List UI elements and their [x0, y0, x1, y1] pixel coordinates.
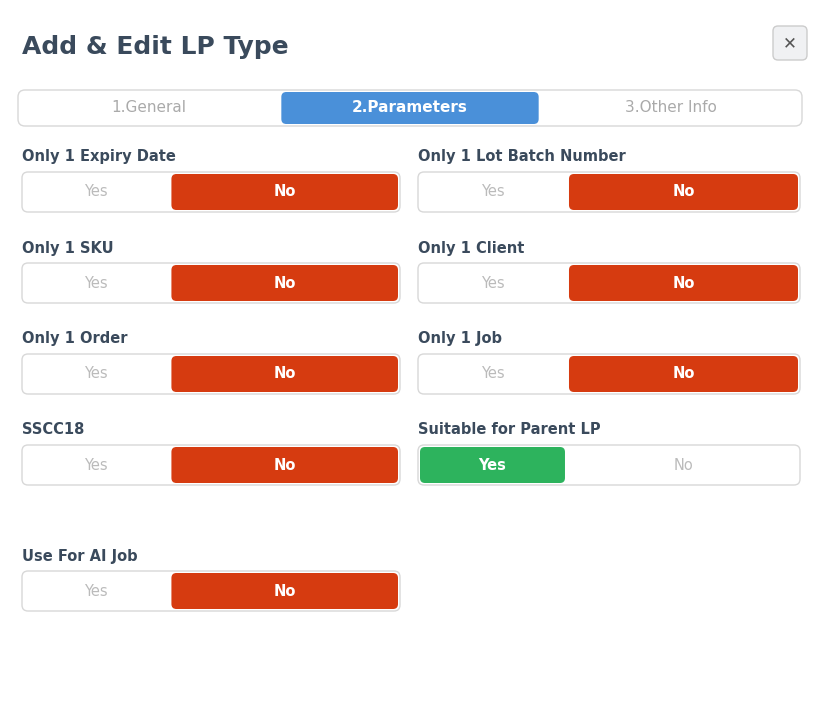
Text: 3.Other Info: 3.Other Info	[625, 101, 717, 116]
Text: No: No	[672, 458, 693, 473]
FancyBboxPatch shape	[171, 447, 397, 483]
FancyBboxPatch shape	[568, 356, 797, 392]
FancyBboxPatch shape	[171, 573, 397, 609]
FancyBboxPatch shape	[418, 445, 799, 485]
FancyBboxPatch shape	[22, 445, 400, 485]
Text: Only 1 Job: Only 1 Job	[418, 331, 501, 346]
FancyBboxPatch shape	[171, 174, 397, 210]
Text: Yes: Yes	[84, 184, 107, 199]
Text: Only 1 Client: Only 1 Client	[418, 241, 523, 256]
Text: No: No	[672, 184, 694, 199]
Text: Only 1 Expiry Date: Only 1 Expiry Date	[22, 149, 175, 164]
Text: Yes: Yes	[84, 366, 107, 381]
Text: No: No	[672, 366, 694, 381]
FancyBboxPatch shape	[22, 354, 400, 394]
FancyBboxPatch shape	[171, 265, 397, 301]
FancyBboxPatch shape	[171, 356, 397, 392]
Text: No: No	[274, 366, 296, 381]
Text: 1.General: 1.General	[111, 101, 186, 116]
Text: Use For AI Job: Use For AI Job	[22, 548, 138, 563]
Text: Add & Edit LP Type: Add & Edit LP Type	[22, 35, 288, 59]
FancyBboxPatch shape	[22, 263, 400, 303]
Text: Yes: Yes	[84, 458, 107, 473]
FancyBboxPatch shape	[418, 263, 799, 303]
FancyBboxPatch shape	[419, 447, 564, 483]
Text: Yes: Yes	[480, 184, 504, 199]
FancyBboxPatch shape	[772, 26, 806, 60]
Text: No: No	[274, 184, 296, 199]
Text: ✕: ✕	[782, 34, 796, 52]
FancyBboxPatch shape	[18, 90, 801, 126]
FancyBboxPatch shape	[418, 172, 799, 212]
Text: SSCC18: SSCC18	[22, 423, 84, 438]
Text: 2.Parameters: 2.Parameters	[351, 101, 468, 116]
Text: No: No	[274, 583, 296, 598]
Text: Yes: Yes	[480, 276, 504, 291]
Text: Yes: Yes	[84, 583, 107, 598]
Text: Only 1 Lot Batch Number: Only 1 Lot Batch Number	[418, 149, 625, 164]
FancyBboxPatch shape	[281, 92, 538, 124]
Text: Yes: Yes	[480, 366, 504, 381]
FancyBboxPatch shape	[568, 174, 797, 210]
FancyBboxPatch shape	[568, 265, 797, 301]
Text: No: No	[274, 458, 296, 473]
FancyBboxPatch shape	[22, 172, 400, 212]
Text: Only 1 SKU: Only 1 SKU	[22, 241, 114, 256]
Text: Suitable for Parent LP: Suitable for Parent LP	[418, 423, 600, 438]
Text: Only 1 Order: Only 1 Order	[22, 331, 127, 346]
Text: No: No	[672, 276, 694, 291]
FancyBboxPatch shape	[418, 354, 799, 394]
Text: Yes: Yes	[84, 276, 107, 291]
FancyBboxPatch shape	[22, 571, 400, 611]
Text: No: No	[274, 276, 296, 291]
Text: Yes: Yes	[478, 458, 506, 473]
